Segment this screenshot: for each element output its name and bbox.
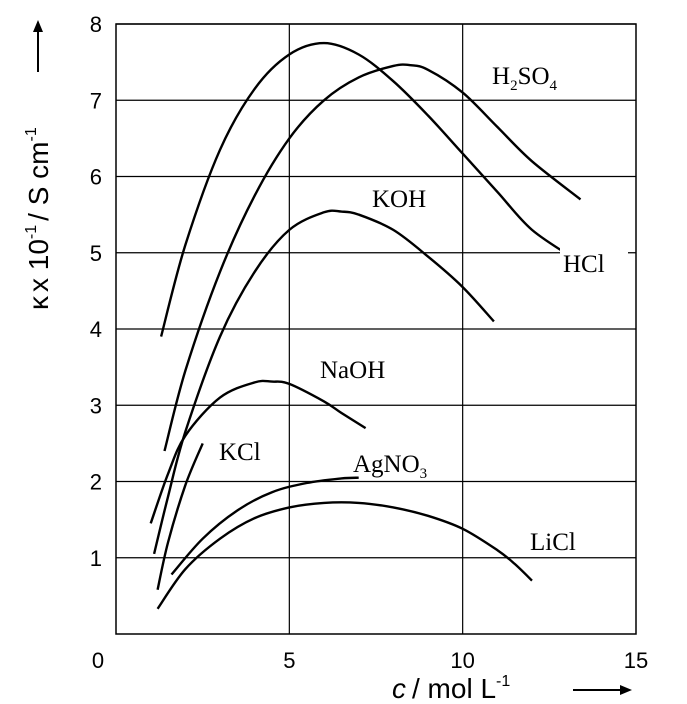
series-label-licl: LiCl [530, 529, 576, 556]
y-tick-label: 1 [90, 546, 102, 571]
x-tick-label: 5 [283, 648, 295, 673]
chart-grid [116, 23, 636, 634]
y-tick-label: 8 [90, 12, 102, 37]
y-tick-label: 6 [90, 165, 102, 190]
series-label-h2so4: H2SO4 [492, 63, 558, 94]
series-label-kcl: KCl [219, 439, 261, 466]
x-tick-label: 15 [624, 648, 648, 673]
series-label-agno3: AgNO3 [353, 451, 427, 482]
x-tick-label: 10 [450, 648, 474, 673]
x-axis-label: c / mol L-1 [392, 673, 632, 704]
chart-series-group [149, 41, 582, 610]
y-tick-label: 4 [90, 317, 102, 342]
svg-text:c/ mol L-1: c / mol L-1 [392, 673, 510, 704]
series-line-naoh [149, 379, 367, 524]
series-label-naoh: NaOH [320, 357, 385, 384]
svg-text:κx 10-1/ S cm-1: κx 10-1/ S cm-1 [23, 127, 54, 310]
y-tick-label: 3 [90, 393, 102, 418]
series-line-koh [152, 209, 495, 555]
series-line-kcl [156, 442, 204, 591]
y-axis-label: κx 10-1/ S cm-1 [23, 20, 54, 310]
y-axis-arrowhead [33, 20, 43, 32]
plot-frame [115, 23, 637, 635]
series-label-koh: KOH [372, 186, 426, 213]
chart-tick-labels: 1 2 3 4 5 6 7 8 0 5 10 15 [90, 12, 648, 673]
series-line-h2so4 [159, 41, 578, 337]
series-line-licl [156, 501, 533, 610]
x-tick-label: 0 [92, 648, 104, 673]
y-tick-label: 2 [90, 470, 102, 495]
x-axis-arrowhead [620, 685, 632, 695]
series-line-agno3 [170, 476, 359, 576]
series-label-hcl: HCl [563, 251, 605, 278]
hcl-label-bg [560, 246, 628, 276]
y-tick-label: 5 [90, 241, 102, 266]
series-line-hcl [163, 63, 582, 452]
y-tick-label: 7 [90, 88, 102, 113]
